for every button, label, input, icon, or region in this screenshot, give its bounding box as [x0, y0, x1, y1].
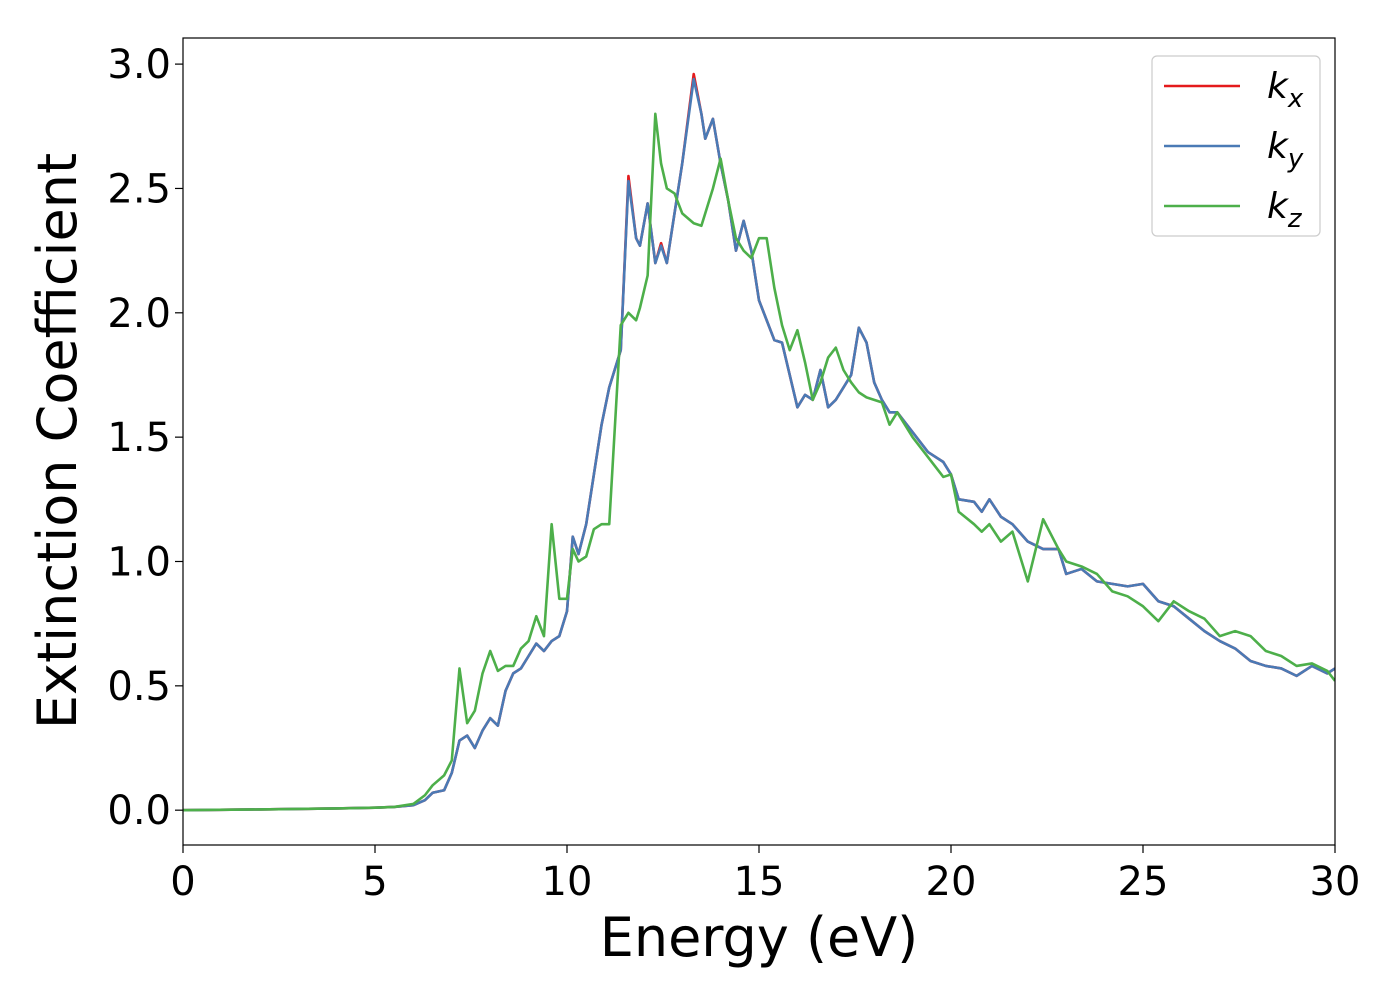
x-tick-label: 20	[926, 859, 977, 905]
x-tick-label: 30	[1310, 859, 1361, 905]
x-tick-label: 15	[734, 859, 785, 905]
y-tick-label: 0.0	[107, 788, 171, 834]
data-line	[183, 112, 1335, 812]
x-tick-label: 10	[542, 859, 593, 905]
legend-label: ky	[1267, 126, 1304, 174]
x-tick-label: 5	[362, 859, 387, 905]
y-axis-label: Extinction Coefficient	[26, 153, 89, 729]
y-tick-label: 0.5	[107, 664, 171, 710]
y-tick-label: 3.0	[107, 42, 171, 88]
data-line	[183, 77, 1335, 812]
plot-lines	[183, 72, 1335, 812]
legend-label: kx	[1267, 66, 1304, 114]
y-tick-label: 1.5	[107, 415, 171, 461]
y-tick-label: 2.5	[107, 166, 171, 212]
y-tick-label: 1.0	[107, 539, 171, 585]
plot-frame	[182, 37, 1336, 846]
x-tick-label: 25	[1118, 859, 1169, 905]
y-tick-label: 2.0	[107, 291, 171, 337]
x-tick-label: 0	[170, 859, 195, 905]
legend-label: kz	[1267, 186, 1303, 234]
x-axis-label: Energy (eV)	[600, 906, 919, 969]
